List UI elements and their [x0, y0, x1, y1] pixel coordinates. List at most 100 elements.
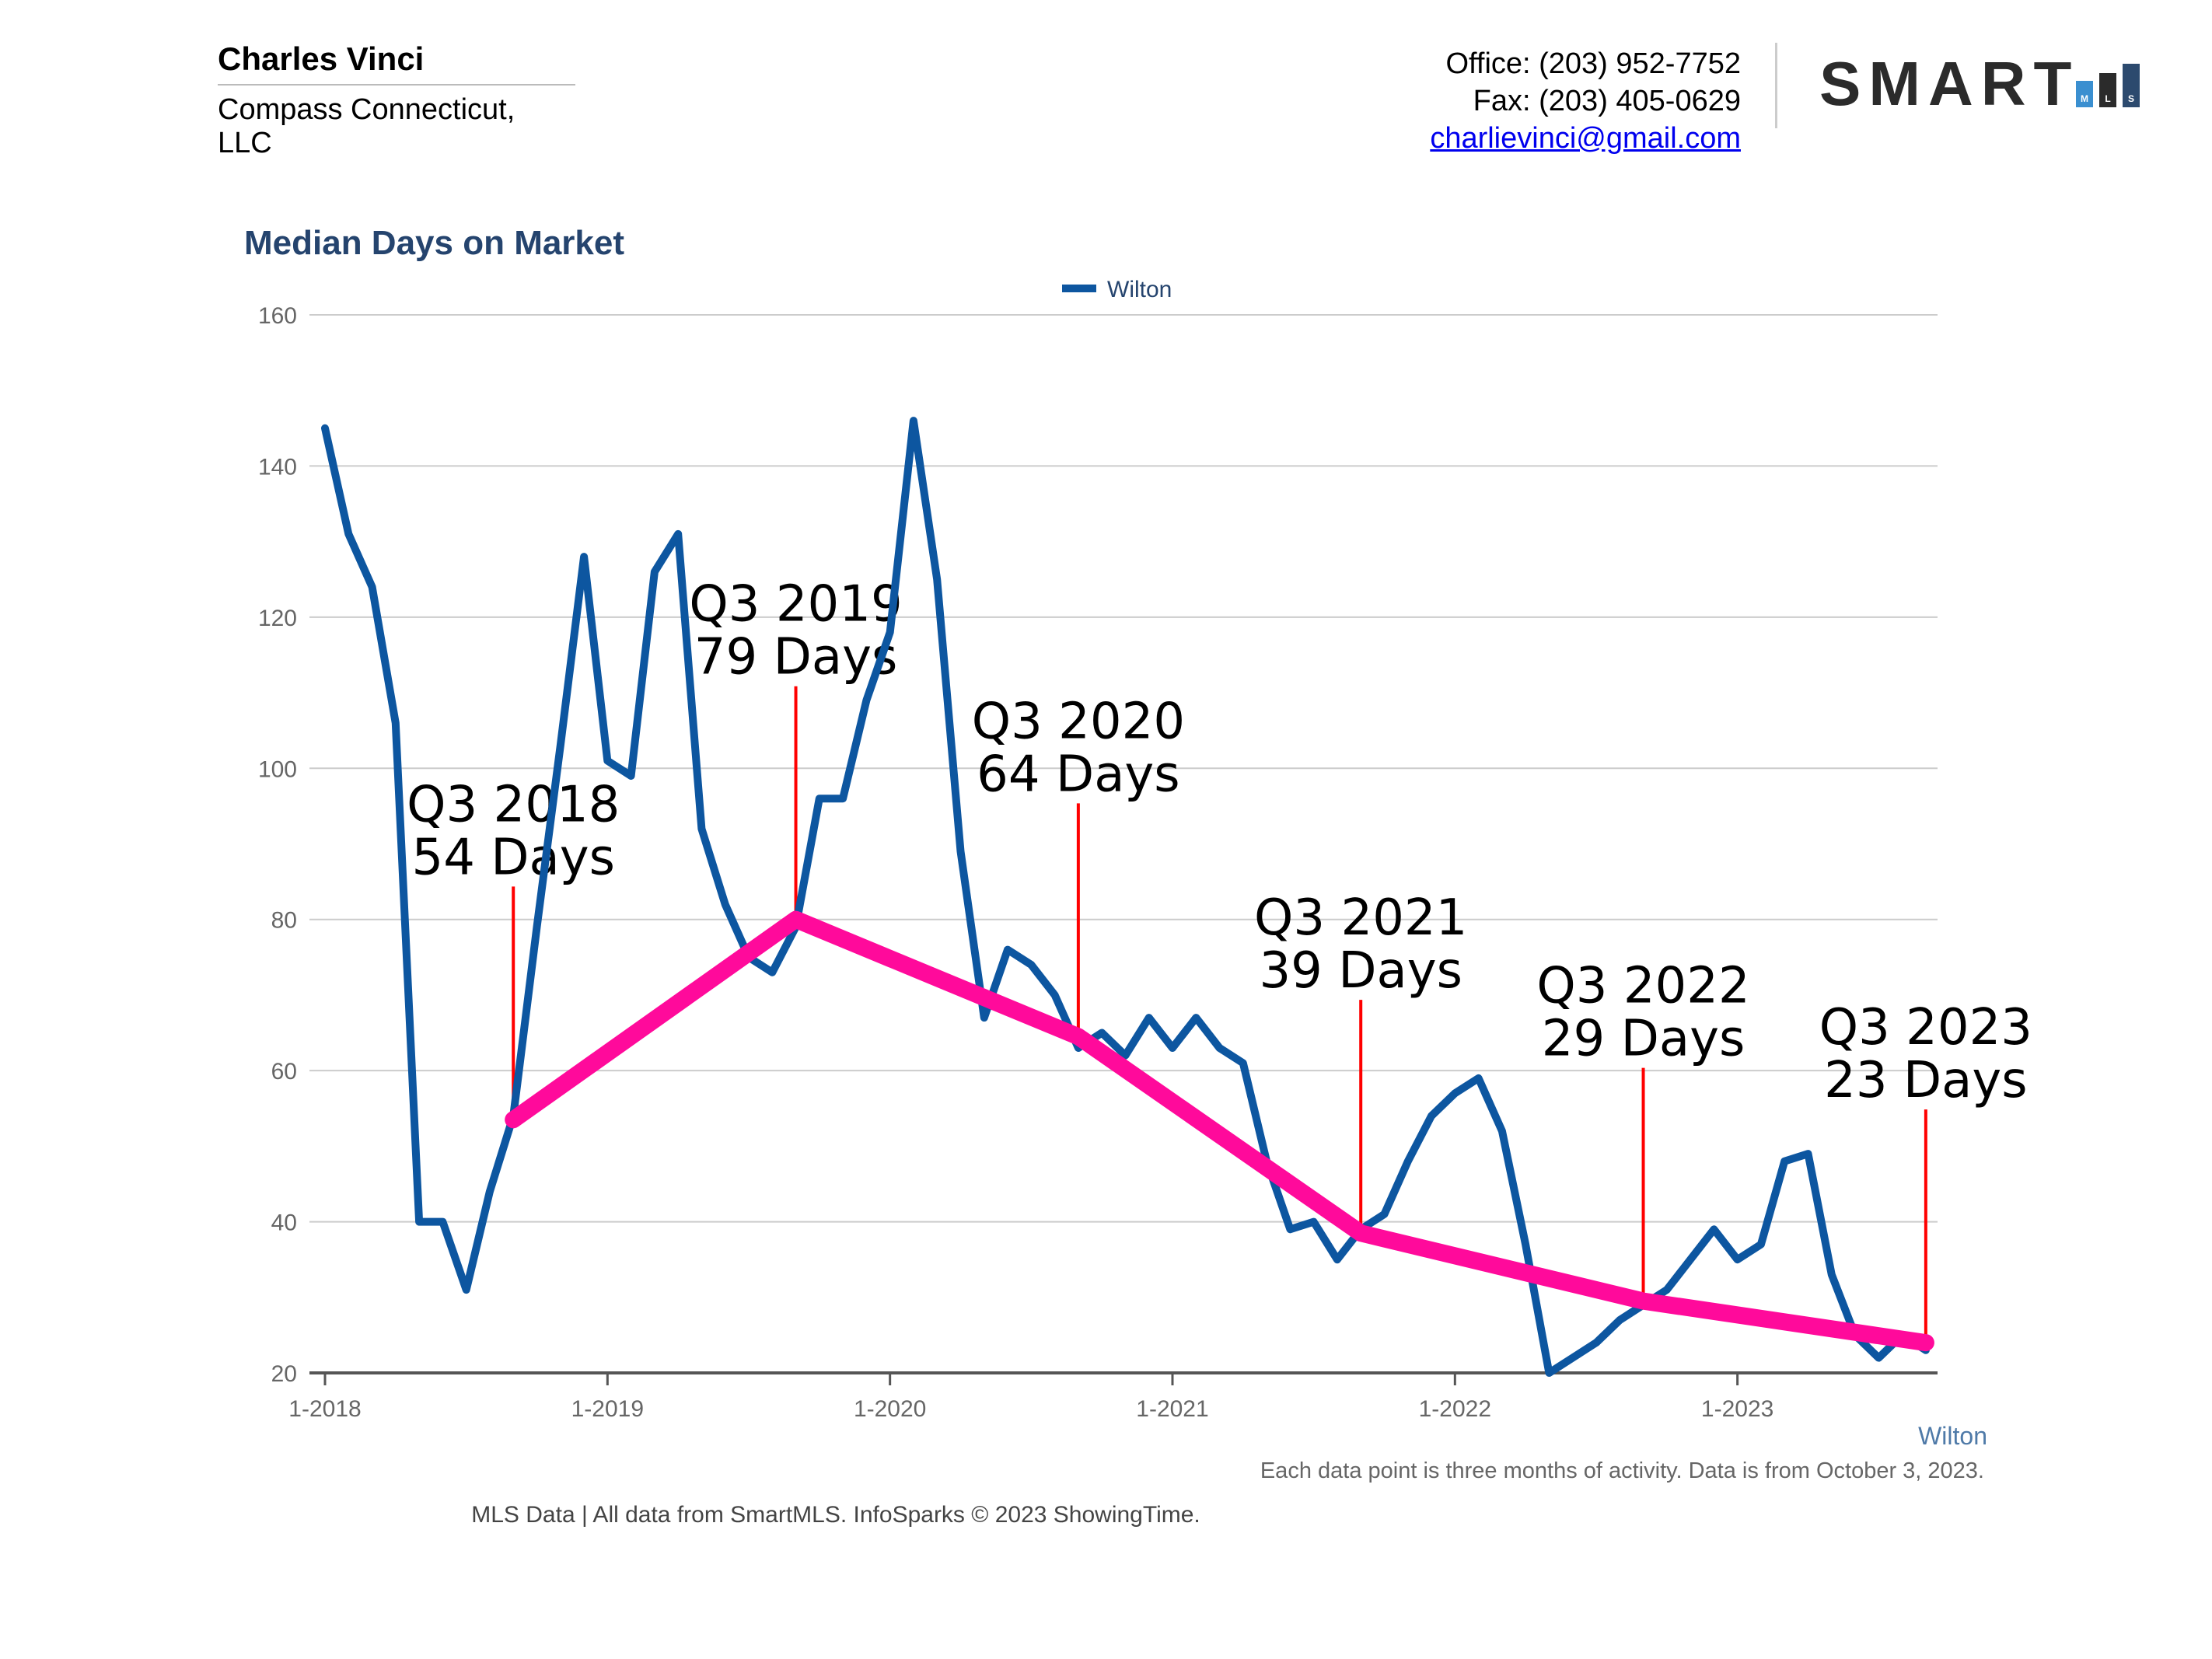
data-point	[1452, 1091, 1458, 1096]
data-point	[1099, 1030, 1105, 1036]
x-tick-label: 1-2021	[1136, 1396, 1208, 1422]
logo-letter: M	[2081, 93, 2088, 104]
annotation-label: Q3 2023	[1819, 999, 2032, 1057]
y-tick-label: 40	[271, 1210, 297, 1236]
data-point	[864, 697, 869, 703]
data-point	[1217, 1045, 1222, 1050]
data-point	[1546, 1371, 1552, 1375]
data-point	[1382, 1211, 1387, 1217]
annotation-value: 64 Days	[977, 746, 1180, 803]
logo-letter: L	[2105, 93, 2111, 104]
series-end-label: Wilton	[1918, 1422, 1987, 1450]
y-tick-label: 160	[258, 303, 297, 329]
annotation-value: 54 Days	[411, 829, 615, 886]
contact-info: Office: (203) 952-7752 Fax: (203) 405-06…	[1430, 45, 1741, 157]
data-point	[417, 1219, 422, 1224]
agent-name: Charles Vinci	[218, 40, 575, 86]
x-tick-label: 1-2022	[1419, 1396, 1491, 1422]
data-point	[628, 774, 634, 779]
data-point	[722, 902, 728, 907]
logo-text: SMART	[1819, 49, 2080, 118]
logo-bar	[2076, 81, 2093, 107]
annotation-value: 39 Days	[1259, 942, 1462, 1000]
data-point	[369, 584, 375, 589]
annotation-label: Q3 2021	[1254, 889, 1467, 947]
data-point	[1429, 1113, 1434, 1119]
logo-bar	[2099, 73, 2116, 107]
data-point	[1146, 1015, 1151, 1021]
data-point	[887, 630, 893, 635]
data-point	[346, 531, 351, 536]
email-link[interactable]: charlievinci@gmail.com	[1430, 122, 1741, 155]
data-point	[1805, 1151, 1811, 1157]
data-point	[816, 796, 822, 802]
chart-footnote: Each data point is three months of activ…	[1260, 1458, 1984, 1483]
agent-info: Charles Vinci Compass Connecticut, LLC	[218, 40, 575, 160]
annotation-value: 23 Days	[1824, 1052, 2028, 1109]
data-point	[840, 796, 846, 802]
data-point	[1735, 1257, 1740, 1263]
data-point	[1711, 1227, 1717, 1232]
data-point	[463, 1287, 469, 1293]
data-point	[534, 924, 540, 930]
data-point	[1240, 1060, 1246, 1066]
annotation-value: 29 Days	[1542, 1011, 1745, 1068]
data-point	[1782, 1158, 1787, 1164]
data-point	[1123, 1053, 1128, 1058]
data-point	[1169, 1045, 1175, 1050]
data-point	[1758, 1242, 1763, 1247]
data-point	[652, 569, 657, 575]
data-point	[1876, 1355, 1882, 1360]
data-point	[910, 418, 916, 424]
smartmls-logo: SMART M L S	[1819, 53, 2161, 115]
y-tick-label: 80	[271, 908, 297, 934]
header-divider	[1775, 43, 1777, 128]
data-point	[1476, 1075, 1481, 1081]
data-point	[605, 758, 610, 763]
y-tick-label: 100	[258, 756, 297, 782]
series-line-wilton	[321, 417, 1930, 1377]
data-point	[676, 531, 681, 536]
data-point	[1829, 1272, 1834, 1277]
data-point	[770, 969, 775, 975]
x-tick-label: 1-2023	[1701, 1396, 1773, 1422]
data-point	[935, 577, 940, 582]
x-tick-label: 1-2020	[854, 1396, 926, 1422]
y-tick-label: 60	[271, 1059, 297, 1084]
x-tick-label: 1-2018	[288, 1396, 361, 1422]
data-point	[1405, 1158, 1410, 1164]
y-tick-label: 140	[258, 454, 297, 480]
data-point	[1005, 947, 1011, 952]
data-point	[557, 743, 563, 749]
fax-number: Fax: (203) 405-0629	[1473, 85, 1741, 117]
office-phone: Office: (203) 952-7752	[1445, 47, 1741, 80]
data-point	[699, 826, 704, 832]
y-tick-label: 120	[258, 606, 297, 631]
data-point	[981, 1015, 987, 1021]
data-point	[1311, 1219, 1316, 1224]
y-tick-label: 20	[271, 1361, 297, 1387]
data-point	[1593, 1340, 1599, 1346]
x-tick-label: 1-2019	[571, 1396, 644, 1422]
chart-title: Median Days on Market	[244, 224, 625, 262]
data-point	[1334, 1257, 1340, 1263]
data-point	[1617, 1317, 1623, 1322]
data-point	[1499, 1128, 1504, 1133]
data-point	[487, 1189, 492, 1194]
data-point	[1688, 1257, 1693, 1263]
data-point	[1029, 962, 1034, 968]
data-point	[582, 554, 587, 560]
data-point	[1288, 1227, 1293, 1232]
data-point	[1193, 1015, 1199, 1021]
data-point	[1570, 1355, 1575, 1360]
trend-line	[505, 910, 1934, 1352]
data-source: MLS Data | All data from SmartMLS. InfoS…	[471, 1502, 1200, 1528]
data-point	[440, 1219, 446, 1224]
annotation-label: Q3 2018	[407, 776, 620, 833]
annotation-value: 79 Days	[694, 629, 898, 686]
agent-company: Compass Connecticut, LLC	[218, 93, 515, 159]
data-point	[393, 720, 398, 725]
data-point	[958, 849, 963, 854]
data-point	[1664, 1287, 1669, 1293]
